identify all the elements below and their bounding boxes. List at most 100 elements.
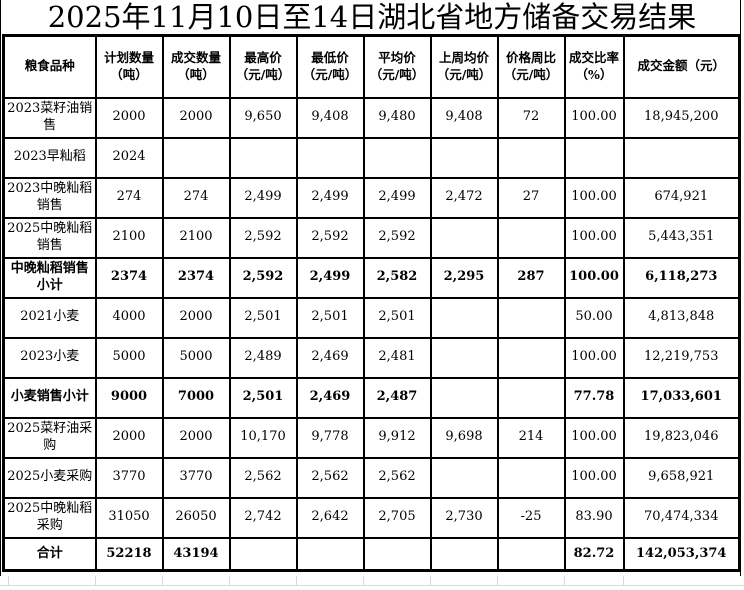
cell: 2,487 [362,376,432,419]
column-header-line: 计划数量 [103,49,154,65]
column-header-line: 最高价 [244,49,282,65]
cell: 274 [94,176,164,219]
table-row: 2025小麦采购 3770 3770 2,562 2,562 2,562 100.00 9,6… [2,456,741,499]
cell: 2,469 [295,376,365,419]
cell: 2,469 [295,336,365,379]
cell: 5000 [161,336,231,379]
spreadsheet-gridline [8,576,9,585]
cell: 2000 [94,96,164,139]
cell: 2,501 [228,296,298,339]
cell: 27 [496,176,566,219]
spreadsheet-gridline [623,576,624,585]
cell: 100.00 [563,256,625,299]
cell: 2,562 [228,456,298,499]
cell [496,216,566,259]
cell: 2,501 [362,296,432,339]
page-title: 2025年11月10日至14日湖北省地方储备交易结果 [47,0,697,34]
cell: 100.00 [563,456,625,499]
spreadsheet-gridline [229,576,230,585]
column-header-line: （吨） [110,66,148,82]
cell: 26050 [161,496,231,539]
table-row: 2025菜籽油采购 2000 2000 10,170 9,778 9,912 9,698 21… [2,416,741,459]
cell: 52218 [94,536,164,572]
cell: 2,489 [228,336,298,379]
cell: 2000 [94,416,164,459]
cell: 10,170 [228,416,298,459]
cell: 2,705 [362,496,432,539]
cell: 5,443,351 [622,216,741,259]
table-row: 2025中晚籼稻采购 31050 26050 2,742 2,642 2,705 2,730… [2,496,741,539]
column-header-line: （元/吨） [503,66,559,82]
row-label: 2025菜籽油采购 [2,416,97,459]
cell: 2,592 [228,216,298,259]
column-header-line: （元/吨） [235,66,291,82]
column-header-line: 上周均价 [438,49,489,65]
cell: 17,033,601 [622,376,741,419]
cell: 83.90 [563,496,625,539]
cell: 3770 [94,456,164,499]
spreadsheet-gridline [430,576,431,585]
cell [429,296,499,339]
cell: 674,921 [622,176,741,219]
cell [429,336,499,379]
column-header: 平均价 （元/吨） [362,34,432,99]
cell [228,136,298,179]
cell: 9,480 [362,96,432,139]
column-header-line: 成交数量 [170,49,221,65]
cell: 77.78 [563,376,625,419]
cell: 142,053,374 [622,536,741,572]
cell: 2,295 [429,256,499,299]
column-header: 粮食品种 [2,34,97,99]
row-label: 小麦销售小计 [2,376,97,419]
cell [496,536,566,572]
cell: 9,912 [362,416,432,459]
cell: 4000 [94,296,164,339]
cell [295,536,365,572]
cell: 7000 [161,376,231,419]
cell: 2,582 [362,256,432,299]
cell: 6,118,273 [622,256,741,299]
cell: 2,501 [295,296,365,339]
cell: 214 [496,416,566,459]
column-header: 最低价 （元/吨） [295,34,365,99]
cell: 2,562 [362,456,432,499]
cell: 2,499 [362,176,432,219]
row-label: 2025中晚籼稻销售 [2,216,97,259]
table-row: 小麦销售小计 9000 7000 2,501 2,469 2,487 77.78 17,033… [2,376,741,419]
column-header: 上周均价 （元/吨） [429,34,499,99]
cell: 9000 [94,376,164,419]
cell [295,136,365,179]
table-row: 中晚籼稻销售小计 2374 2374 2,592 2,499 2,582 2,295 287 1… [2,256,741,299]
cell: 12,219,753 [622,336,741,379]
cell: 82.72 [563,536,625,572]
cell [496,296,566,339]
cell: 2,499 [295,176,365,219]
cell: 2024 [94,136,164,179]
cell: 9,698 [429,416,499,459]
cell [362,536,432,572]
cell: 2,499 [295,256,365,299]
cell: 2100 [94,216,164,259]
left-edge-line [0,0,1,576]
column-header-line: （%） [575,66,613,82]
cell: 2000 [161,96,231,139]
column-header: 成交数量 （吨） [161,34,231,99]
column-header: 成交金额（元） [622,34,741,99]
cell: 2,592 [362,216,432,259]
cell: 9,658,921 [622,456,741,499]
spreadsheet-gridline [363,576,364,585]
cell [228,536,298,572]
cell [161,136,231,179]
cell [496,376,566,419]
row-label: 合计 [2,536,97,572]
column-header-line: 成交金额（元） [637,58,725,74]
cell: 9,778 [295,416,365,459]
column-header-line: 最低价 [311,49,349,65]
cell [622,136,741,179]
table-body: 2023菜籽油销售 2000 2000 9,650 9,408 9,480 9,408 72 1… [2,96,741,572]
cell: 2,472 [429,176,499,219]
cell: 2,481 [362,336,432,379]
cell: 18,945,200 [622,96,741,139]
header-row: 粮食品种 计划数量 （吨） 成交数量 （吨） 最高价 （元/吨） 最低价 （元/吨） 平均价 （元/… [2,34,741,99]
